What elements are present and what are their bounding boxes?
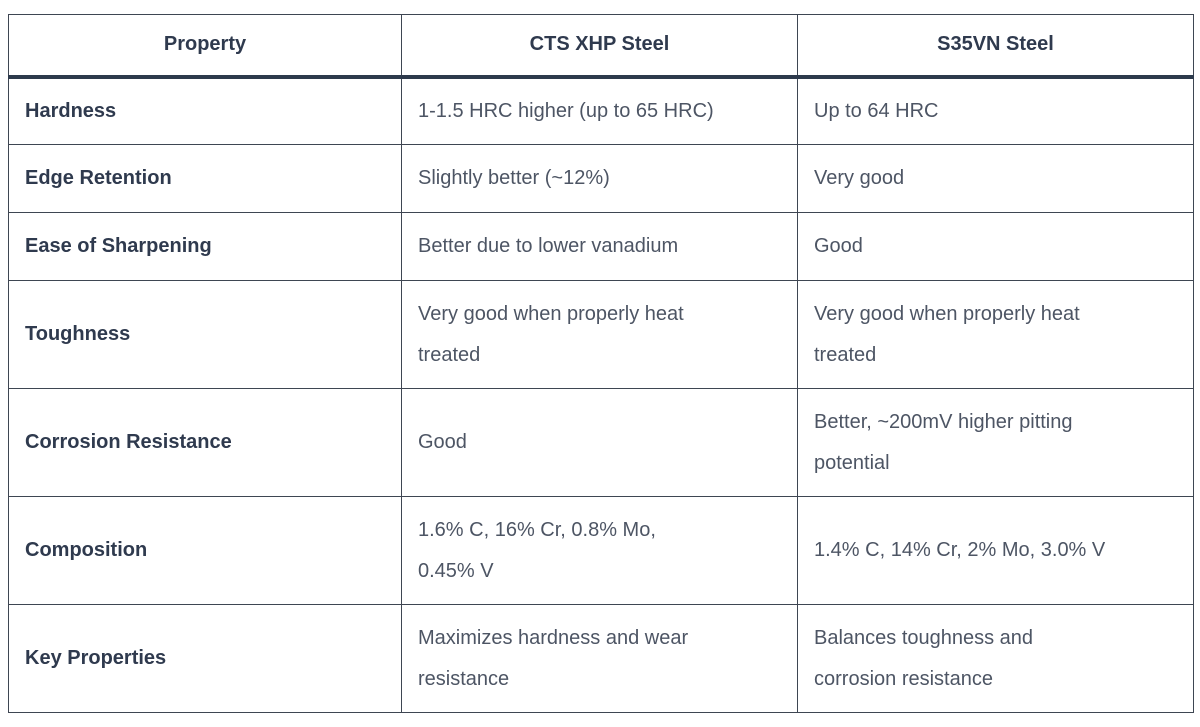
table-row-hardness: Hardness 1-1.5 HRC higher (up to 65 HRC)… (8, 76, 1194, 145)
cts-xhp-cell: Very good when properly heat treated (401, 280, 798, 389)
table-row-key-properties: Key Properties Maximizes hardness and we… (8, 604, 1194, 713)
property-cell: Hardness (8, 76, 402, 145)
cts-xhp-cell: Maximizes hardness and wear resistance (401, 604, 798, 713)
cts-xhp-cell: Good (401, 388, 798, 497)
col-header-s35vn: S35VN Steel (797, 14, 1194, 79)
s35vn-cell: Good (797, 212, 1194, 281)
cts-xhp-cell: 1.6% C, 16% Cr, 0.8% Mo, 0.45% V (401, 496, 798, 605)
property-cell: Edge Retention (8, 144, 402, 213)
table-row-composition: Composition 1.6% C, 16% Cr, 0.8% Mo, 0.4… (8, 496, 1194, 605)
col-header-cts-xhp: CTS XHP Steel (401, 14, 798, 79)
steel-comparison-table: Property CTS XHP Steel S35VN Steel Hardn… (8, 14, 1194, 713)
s35vn-cell: Better, ~200mV higher pitting potential (797, 388, 1194, 497)
table-row-corrosion-resistance: Corrosion Resistance Good Better, ~200mV… (8, 388, 1194, 497)
s35vn-cell: 1.4% C, 14% Cr, 2% Mo, 3.0% V (797, 496, 1194, 605)
s35vn-cell: Very good when properly heat treated (797, 280, 1194, 389)
property-cell: Corrosion Resistance (8, 388, 402, 497)
table-row-toughness: Toughness Very good when properly heat t… (8, 280, 1194, 389)
table-row-edge-retention: Edge Retention Slightly better (~12%) Ve… (8, 144, 1194, 213)
col-header-property: Property (8, 14, 402, 79)
header-row: Property CTS XHP Steel S35VN Steel (8, 14, 1194, 79)
property-cell: Ease of Sharpening (8, 212, 402, 281)
table-row-ease-of-sharpening: Ease of Sharpening Better due to lower v… (8, 212, 1194, 281)
property-cell: Toughness (8, 280, 402, 389)
property-cell: Key Properties (8, 604, 402, 713)
property-cell: Composition (8, 496, 402, 605)
s35vn-cell: Up to 64 HRC (797, 76, 1194, 145)
cts-xhp-cell: Slightly better (~12%) (401, 144, 798, 213)
cts-xhp-cell: 1-1.5 HRC higher (up to 65 HRC) (401, 76, 798, 145)
s35vn-cell: Very good (797, 144, 1194, 213)
cts-xhp-cell: Better due to lower vanadium (401, 212, 798, 281)
s35vn-cell: Balances toughness and corrosion resista… (797, 604, 1194, 713)
